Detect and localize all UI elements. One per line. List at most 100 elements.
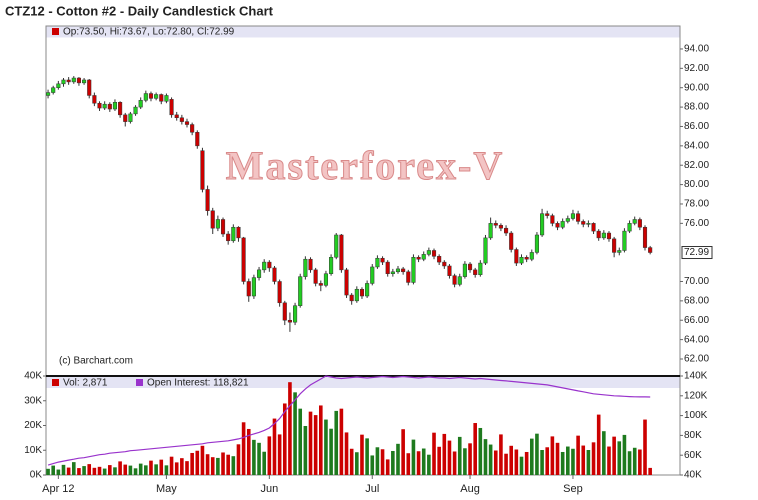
candle-body (622, 230, 627, 251)
volume-bar (447, 440, 452, 475)
candle-body (287, 319, 292, 323)
volume-bar (380, 449, 385, 475)
volume-bar (319, 405, 323, 475)
candle-body (483, 237, 488, 264)
volume-bar (535, 433, 539, 475)
legend-swatch (52, 28, 59, 35)
candle-body (565, 218, 570, 222)
volume-bar (524, 451, 529, 475)
volume-bar (149, 460, 153, 475)
candle-body (236, 226, 241, 239)
volume-bar (77, 468, 81, 475)
y-tick-label: 70.00 (684, 276, 709, 287)
candle-body (504, 227, 509, 234)
volume-bar (602, 431, 606, 475)
volume-bar (221, 452, 225, 475)
candle-body (46, 92, 51, 96)
volume-bar (385, 459, 390, 475)
volume-bar (288, 382, 292, 475)
candle-body (210, 210, 215, 229)
candle-body (395, 268, 401, 273)
volume-bar (313, 415, 318, 475)
candle-body (627, 223, 632, 232)
candle-body (648, 247, 653, 253)
candle-body (123, 114, 128, 122)
candle-body (591, 223, 596, 232)
y2-tick-label: 80K (684, 430, 702, 441)
candle-body (380, 257, 385, 263)
candle-body (529, 252, 534, 260)
candle-body (431, 250, 437, 257)
candle-body (457, 276, 462, 285)
legend-swatch (136, 379, 143, 386)
candle-body (385, 261, 390, 274)
candle-body (303, 258, 308, 277)
candle-body (107, 103, 112, 110)
y-tick-label: 62.00 (684, 354, 709, 365)
candle-body (241, 237, 246, 282)
volume-bar (61, 464, 66, 475)
volume-bar (442, 433, 447, 475)
candle-body (488, 223, 493, 239)
volume-bar (113, 467, 117, 475)
volume-bar (108, 465, 112, 475)
volume-bar (622, 434, 627, 475)
candle-body (509, 232, 514, 250)
volume-bar (169, 456, 174, 475)
volume-bar (267, 436, 272, 475)
candle-body (179, 117, 184, 122)
volume-bar (509, 445, 514, 475)
candle-body (555, 223, 560, 228)
candle-body (344, 269, 349, 296)
candle-body (71, 77, 76, 83)
candle-body (426, 250, 431, 255)
legend-text: Vol: 2,871 (63, 378, 108, 389)
y-tick-label: 80.00 (684, 179, 709, 190)
volume-bar (200, 445, 205, 475)
volume-bar (416, 451, 421, 475)
legend-bar (46, 26, 680, 38)
candle-body (334, 234, 339, 258)
candle-body (421, 254, 426, 260)
candle-body (437, 256, 442, 263)
volume-bar (349, 448, 354, 475)
volume-bar (133, 468, 138, 475)
volume-bar (576, 435, 580, 475)
y-tick-label: 10K (24, 445, 42, 456)
candle-body (576, 213, 581, 222)
y-tick-label: 30K (24, 395, 42, 406)
last-price-box (681, 246, 713, 260)
volume-bar (468, 443, 472, 475)
volume-bar (643, 419, 647, 475)
y-tick-label: 82.00 (684, 160, 709, 171)
volume-bar (205, 454, 210, 475)
volume-bar (71, 462, 76, 475)
candle-body (87, 79, 92, 96)
candle-body (339, 234, 344, 271)
candle-body (329, 257, 334, 274)
y-tick-label: 90.00 (684, 82, 709, 93)
volume-bar (102, 468, 107, 475)
volume-bar (457, 436, 462, 475)
y-tick-label: 0K (30, 470, 43, 481)
candle-body (349, 294, 354, 302)
candle-body (184, 121, 190, 125)
candle-body (293, 305, 298, 323)
volume-bar (180, 458, 184, 475)
volume-bar (339, 408, 344, 475)
candle-body (586, 223, 591, 225)
volume-bar (632, 447, 637, 475)
volume-bar (154, 464, 158, 475)
candle-body (540, 213, 545, 236)
volume-bar (252, 439, 256, 475)
volume-bar (519, 456, 524, 475)
candle-body (133, 106, 138, 115)
candle-body (617, 250, 622, 253)
chart-title: CTZ12 - Cotton #2 - Daily Candlestick Ch… (5, 3, 274, 18)
y-tick-label: 84.00 (684, 140, 709, 151)
volume-bar (612, 436, 616, 475)
volume-bar (545, 447, 550, 475)
legend-swatch (52, 379, 59, 386)
volume-bar (303, 425, 308, 475)
volume-bar (174, 462, 179, 475)
